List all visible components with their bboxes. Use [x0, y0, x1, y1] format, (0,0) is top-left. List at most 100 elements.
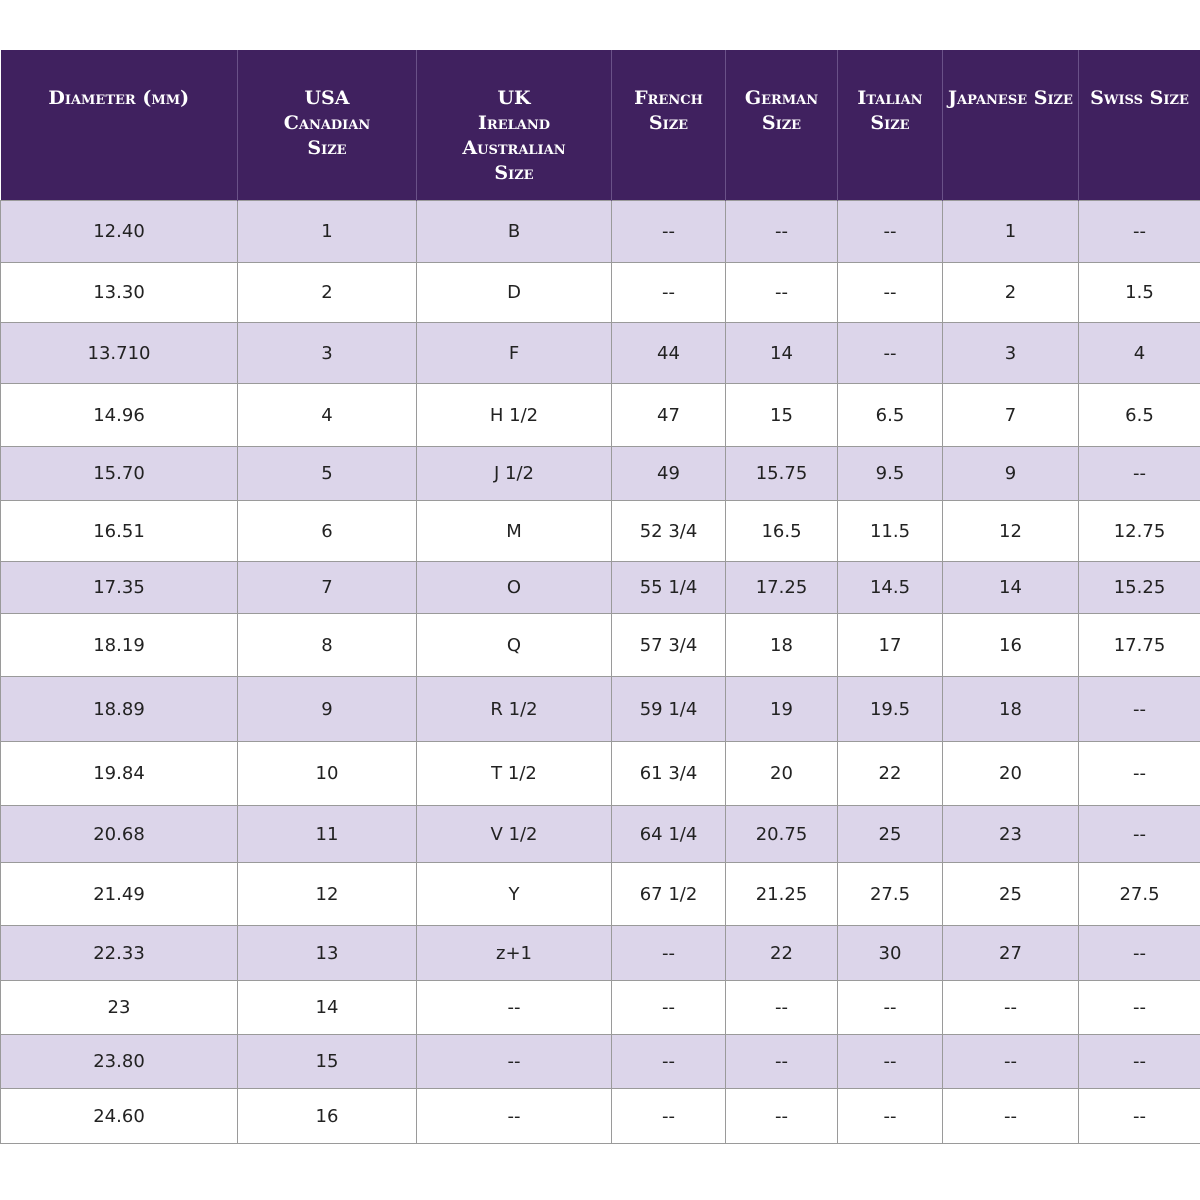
table-cell: 9: [237, 676, 417, 742]
table-row: 12.40 1 B -- -- -- 1 --: [0, 200, 1200, 263]
table-row: 18.89 9 R 1/2 59 1/4 19 19.5 18 --: [0, 676, 1200, 742]
table-cell: 21.49: [0, 862, 238, 926]
table-cell: 12: [237, 862, 417, 926]
column-header: Swiss Size: [1078, 50, 1200, 201]
table-row: 20.68 11 V 1/2 64 1/4 20.75 25 23 --: [0, 805, 1200, 863]
table-cell: 14: [725, 322, 838, 384]
table-cell: Q: [416, 613, 612, 677]
column-header: UK Ireland Australian Size: [416, 50, 612, 201]
table-cell: 20.75: [725, 805, 838, 863]
table-cell: --: [1078, 925, 1200, 981]
table-cell: --: [611, 200, 726, 263]
table-cell: 12.40: [0, 200, 238, 263]
table-row: 22.33 13 z+1 -- 22 30 27 --: [0, 925, 1200, 981]
table-cell: 23: [942, 805, 1079, 863]
column-header: French Size: [611, 50, 726, 201]
header-row: Diameter (mm) USA Canadian Size UK Ireland Aus…: [0, 50, 1200, 201]
table-cell: Y: [416, 862, 612, 926]
table-cell: 12.75: [1078, 500, 1200, 562]
header-line: Size: [761, 112, 802, 134]
table-cell: --: [837, 1034, 943, 1089]
table-body: 12.40 1 B -- -- -- 1 -- 13.30 2 D -- -- -- 2 1.5 13.710 3…: [0, 200, 1200, 1144]
table-cell: 3: [237, 322, 417, 384]
table-cell: --: [1078, 1088, 1200, 1144]
table-cell: 27.5: [837, 862, 943, 926]
table-row: 14.96 4 H 1/2 47 15 6.5 7 6.5: [0, 383, 1200, 447]
table-cell: 24.60: [0, 1088, 238, 1144]
table-cell: 47: [611, 383, 726, 447]
header-line: Japanese Size: [948, 87, 1073, 109]
table-cell: 18.19: [0, 613, 238, 677]
table-cell: 55 1/4: [611, 561, 726, 614]
table-cell: 20.68: [0, 805, 238, 863]
header-line: Size: [870, 112, 910, 134]
column-header: Diameter (mm): [0, 50, 238, 201]
table-cell: --: [611, 925, 726, 981]
table-cell: 8: [237, 613, 417, 677]
table-cell: 7: [237, 561, 417, 614]
table-cell: --: [725, 1088, 838, 1144]
table-cell: 2: [237, 262, 417, 323]
table-cell: 18: [942, 676, 1079, 742]
table-cell: 11.5: [837, 500, 943, 562]
table-cell: --: [837, 322, 943, 384]
table-cell: 15.70: [0, 446, 238, 501]
column-header: Japanese Size: [942, 50, 1079, 201]
table-cell: 27: [942, 925, 1079, 981]
table-cell: --: [1078, 446, 1200, 501]
table-cell: 59 1/4: [611, 676, 726, 742]
table-cell: --: [837, 1088, 943, 1144]
table-cell: 64 1/4: [611, 805, 726, 863]
table-cell: 16: [942, 613, 1079, 677]
header-line: UK: [497, 87, 531, 109]
table-cell: 17.25: [725, 561, 838, 614]
header-line: USA: [304, 87, 350, 109]
table-row: 15.70 5 J 1/2 49 15.75 9.5 9 --: [0, 446, 1200, 501]
table-cell: --: [725, 200, 838, 263]
table-cell: 9.5: [837, 446, 943, 501]
table-cell: 6: [237, 500, 417, 562]
table-cell: 22.33: [0, 925, 238, 981]
table-cell: 14: [942, 561, 1079, 614]
size-table: Diameter (mm) USA Canadian Size UK Ireland Aus…: [0, 50, 1200, 1144]
table-cell: J 1/2: [416, 446, 612, 501]
table-row: 23.80 15 -- -- -- -- -- --: [0, 1034, 1200, 1089]
table-cell: --: [416, 1034, 612, 1089]
header-line: Size: [494, 162, 534, 184]
table-cell: 67 1/2: [611, 862, 726, 926]
table-cell: 11: [237, 805, 417, 863]
table-cell: --: [1078, 980, 1200, 1035]
table-cell: 44: [611, 322, 726, 384]
table-row: 23 14 -- -- -- -- -- --: [0, 980, 1200, 1035]
table-row: 16.51 6 M 52 3/4 16.5 11.5 12 12.75: [0, 500, 1200, 562]
table-cell: 21.25: [725, 862, 838, 926]
table-cell: 7: [942, 383, 1079, 447]
table-cell: 6.5: [837, 383, 943, 447]
table-cell: 52 3/4: [611, 500, 726, 562]
column-header: German Size: [725, 50, 838, 201]
table-cell: 10: [237, 741, 417, 806]
table-cell: V 1/2: [416, 805, 612, 863]
table-cell: 1: [942, 200, 1079, 263]
table-cell: 4: [1078, 322, 1200, 384]
table-cell: --: [725, 1034, 838, 1089]
table-cell: M: [416, 500, 612, 562]
table-cell: --: [416, 980, 612, 1035]
header-line: French: [634, 87, 703, 109]
table-cell: 1.5: [1078, 262, 1200, 323]
table-cell: 17.35: [0, 561, 238, 614]
table-cell: --: [725, 980, 838, 1035]
table-cell: 22: [725, 925, 838, 981]
table-cell: z+1: [416, 925, 612, 981]
table-cell: 19: [725, 676, 838, 742]
table-cell: 3: [942, 322, 1079, 384]
header-line: Size: [307, 137, 347, 159]
table-cell: 16.5: [725, 500, 838, 562]
table-cell: 14.96: [0, 383, 238, 447]
table-cell: --: [725, 262, 838, 323]
table-cell: F: [416, 322, 612, 384]
table-row: 17.35 7 O 55 1/4 17.25 14.5 14 15.25: [0, 561, 1200, 614]
table-cell: --: [837, 200, 943, 263]
table-cell: 14: [237, 980, 417, 1035]
